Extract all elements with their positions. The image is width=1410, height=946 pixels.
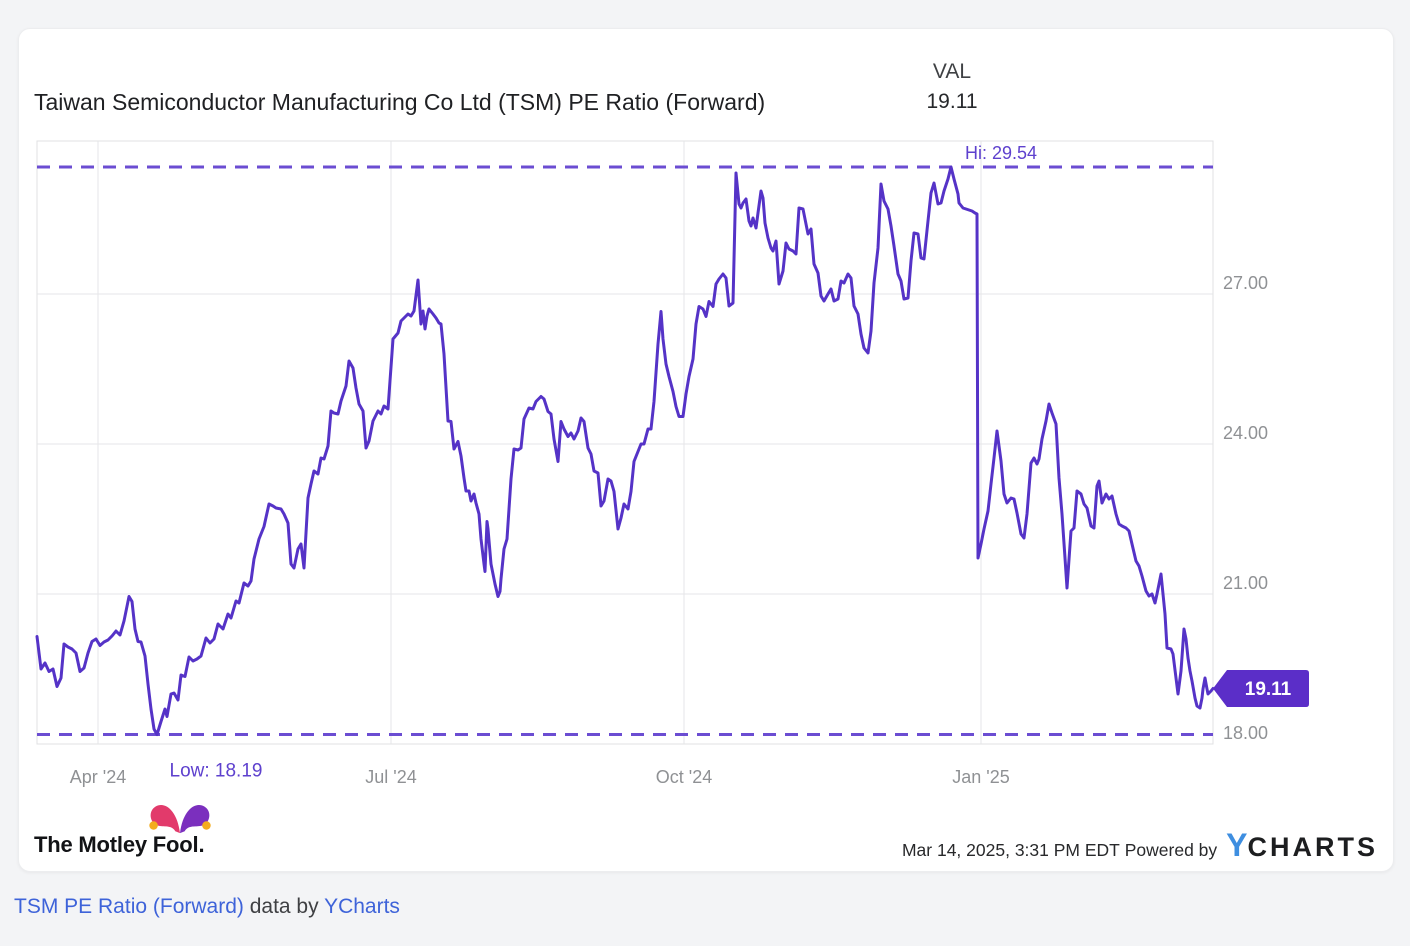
timestamp: Mar 14, 2025, 3:31 PM EDT Powered by [901, 840, 1218, 860]
val-block: VAL 19.11 [877, 57, 1027, 117]
caption-middle-text: data by [243, 895, 325, 918]
current-value-badge [1213, 670, 1309, 707]
caption-series-link[interactable]: TSM PE Ratio (Forward) [14, 895, 244, 918]
x-tick-label: Jul '24 [365, 767, 416, 787]
x-tick-label: Oct '24 [656, 767, 712, 787]
y-tick-label: 18.00 [1223, 723, 1268, 743]
series-line [35, 165, 1215, 736]
powered-by-label: Powered by [1124, 840, 1218, 860]
val-label: VAL [932, 60, 972, 83]
chart-card: Taiwan Semiconductor Manufacturing Co Lt… [18, 28, 1394, 872]
jester-hat-icon [149, 805, 211, 834]
ycharts-y-glyph: Y [1226, 827, 1248, 863]
chart-title: Taiwan Semiconductor Manufacturing Co Lt… [34, 89, 766, 115]
ycharts-logo: YCHARTS [1226, 827, 1378, 864]
low-label: Low: 18.19 [170, 761, 263, 782]
val-value: 19.11 [926, 90, 978, 113]
footer-attribution: Mar 14, 2025, 3:31 PM EDT Powered by YCH… [902, 827, 1378, 864]
pe-ratio-line-chart: 18.00 21.00 24.00 27.00 Apr '24 Jul '24 Oct '2… [35, 140, 1309, 787]
current-value-badge-label: 19.11 [1245, 679, 1292, 700]
y-tick-label: 27.00 [1223, 273, 1268, 293]
x-tick-label: Jan '25 [952, 767, 1009, 787]
y-tick-label: 21.00 [1223, 573, 1268, 593]
plot-border [36, 140, 1214, 745]
motley-fool-logo: The Motley Fool. [34, 805, 211, 858]
caption-ycharts-link[interactable]: YCharts [324, 895, 400, 918]
ycharts-wordmark: CHARTS [1247, 832, 1378, 862]
motley-fool-wordmark: The Motley Fool. [34, 832, 205, 857]
x-tick-label: Apr '24 [70, 767, 126, 787]
caption: TSM PE Ratio (Forward) data by YCharts [14, 895, 400, 919]
y-tick-label: 24.00 [1223, 423, 1268, 443]
high-label: Hi: 29.54 [965, 143, 1037, 163]
